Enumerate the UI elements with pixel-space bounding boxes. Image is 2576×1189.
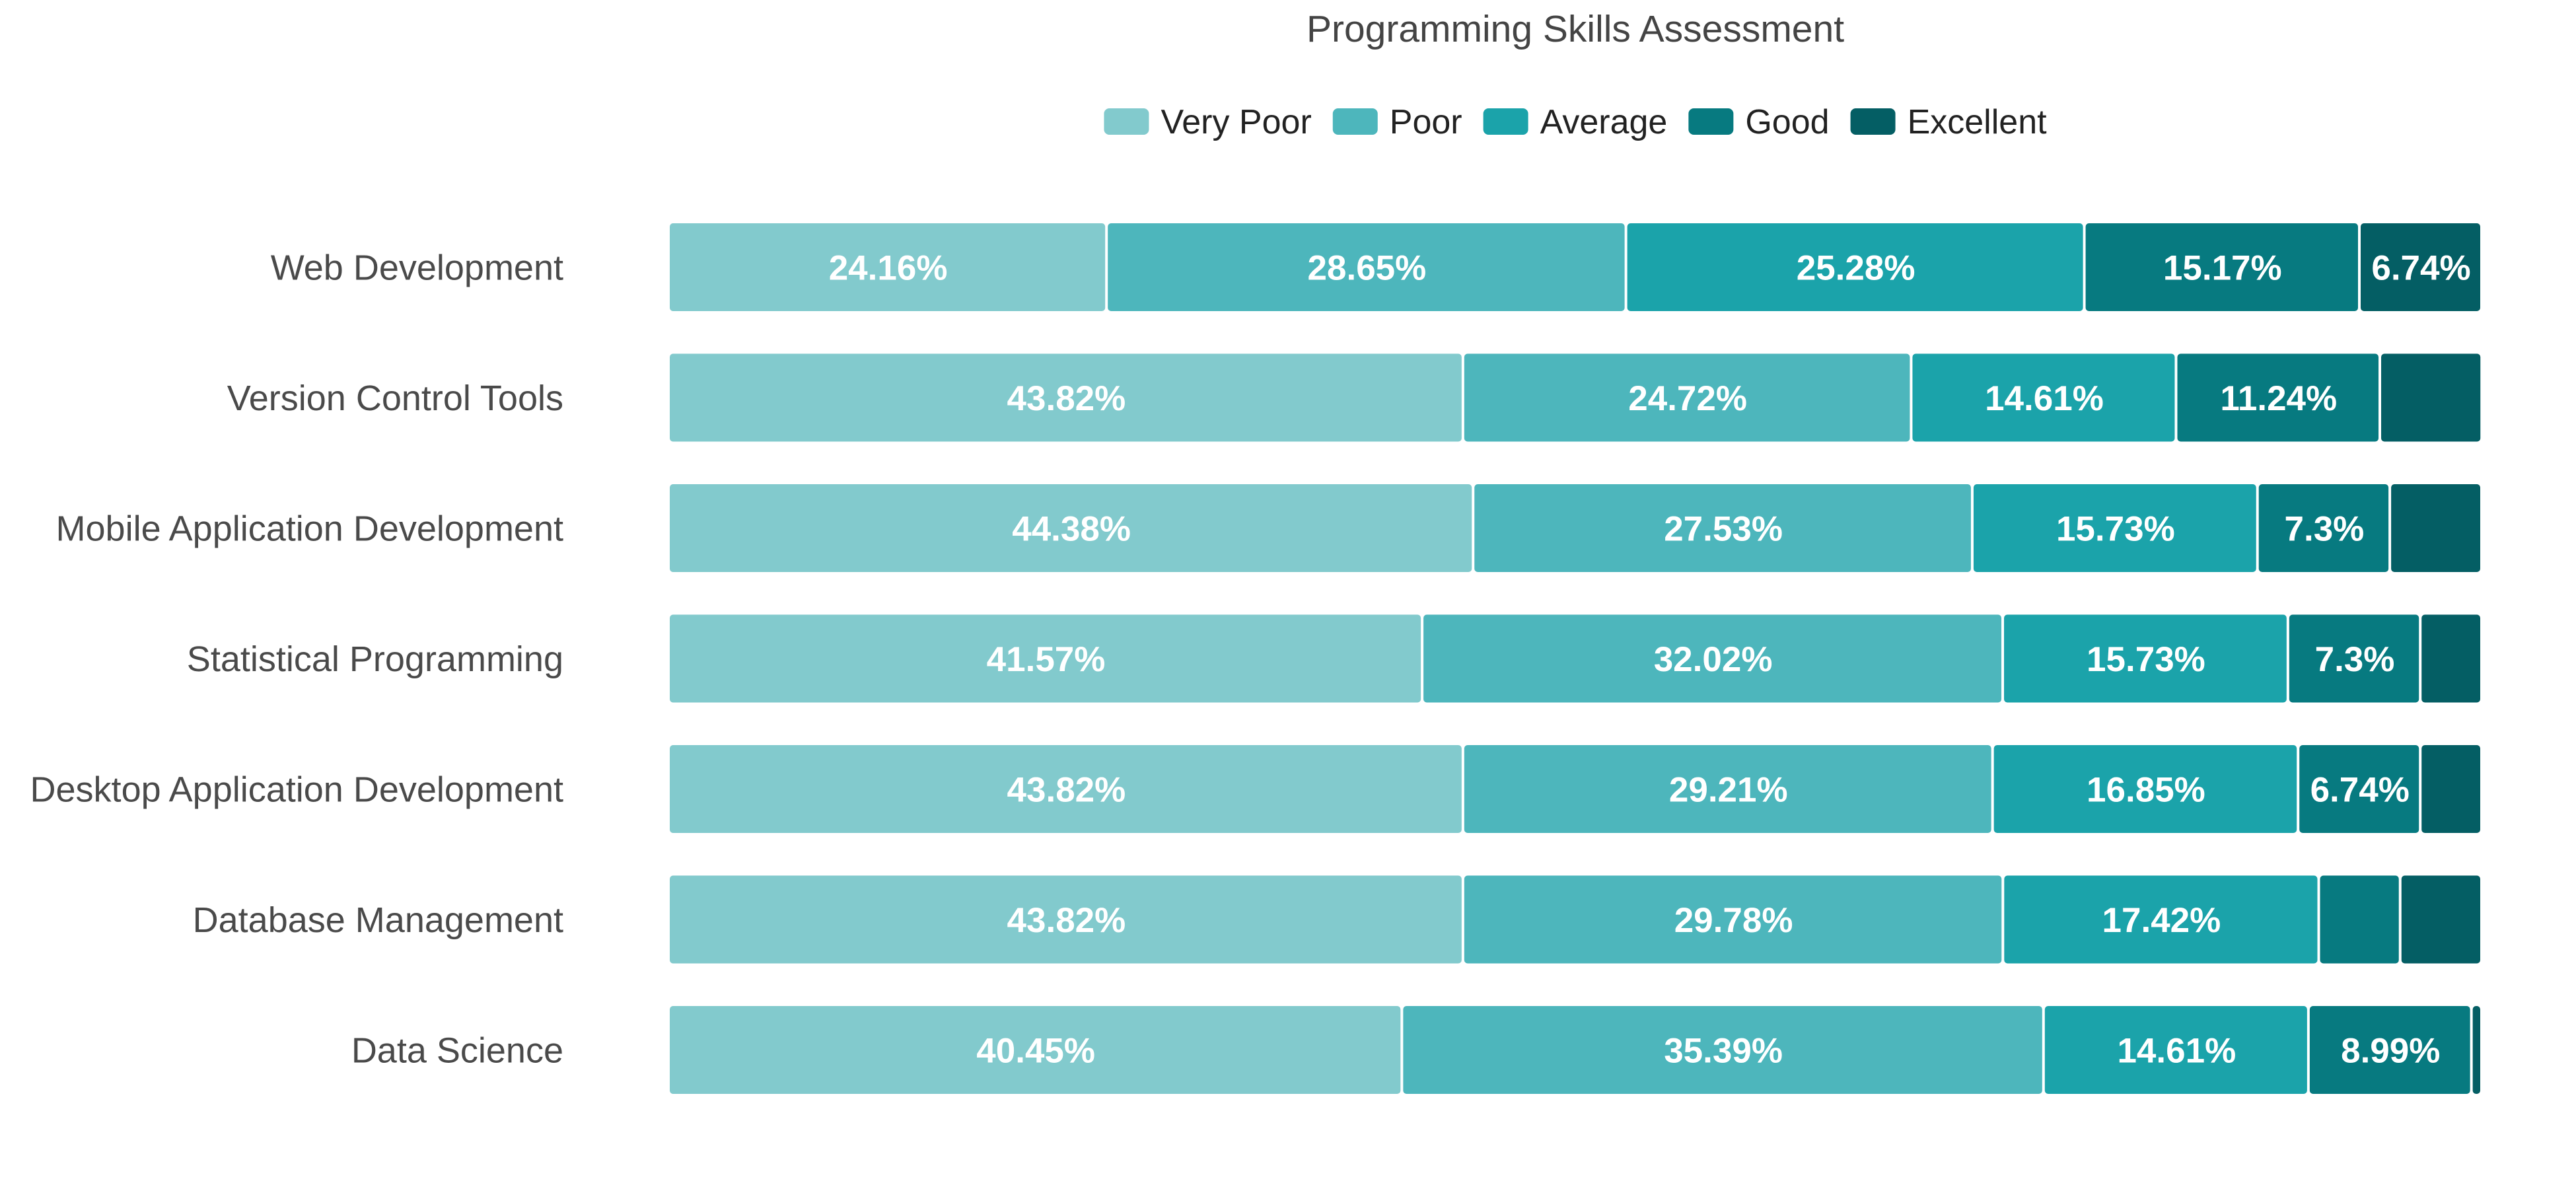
bar-web-development-average	[1627, 223, 2083, 311]
data-label-version-control-tools-good: 11.24%	[2220, 379, 2337, 418]
bar-version-control-tools-average	[1912, 353, 2175, 442]
bar-database-management-good	[2320, 875, 2399, 964]
data-label-desktop-application-development-good: 6.74%	[2310, 771, 2410, 810]
data-label-mobile-application-development-average: 15.73%	[2056, 510, 2175, 549]
category-label-desktop-application-development: Desktop Application Development	[30, 770, 563, 810]
bar-data-science-very-poor	[670, 1006, 1401, 1094]
bar-row-web-development: 24.16% 28.65% 25.28% 15.17% 6.74%	[670, 223, 2480, 311]
bar-mobile-application-development-excellent	[2391, 484, 2480, 572]
bar-statistical-programming-very-poor	[670, 614, 1421, 703]
data-label-statistical-programming-very-poor: 41.57%	[987, 640, 1106, 679]
data-label-web-development-excellent: 6.74%	[2371, 249, 2470, 288]
bar-data-science-poor	[1403, 1006, 2042, 1094]
data-label-data-science-poor: 35.39%	[1664, 1032, 1783, 1071]
data-label-version-control-tools-poor: 24.72%	[1628, 379, 1747, 418]
bar-desktop-application-development-good	[2299, 745, 2419, 833]
legend-swatch-very-poor	[1104, 108, 1149, 135]
bar-web-development-good	[2085, 223, 2358, 311]
bar-web-development-poor	[1108, 223, 1625, 311]
legend-label-excellent: Excellent	[1908, 103, 2048, 141]
data-label-database-management-very-poor: 43.82%	[1007, 901, 1126, 940]
data-label-statistical-programming-good: 7.3%	[2315, 640, 2395, 679]
bar-statistical-programming-average	[2004, 614, 2287, 703]
category-label-mobile-application-development: Mobile Application Development	[56, 509, 563, 549]
legend-swatch-excellent	[1850, 108, 1896, 135]
legend-label-poor: Poor	[1390, 103, 1462, 141]
bar-desktop-application-development-average	[1993, 745, 2297, 833]
legend-label-average: Average	[1540, 103, 1668, 141]
bar-database-management-poor	[1464, 875, 2002, 964]
legend-label-very-poor: Very Poor	[1161, 103, 1311, 141]
bar-desktop-application-development-poor	[1464, 745, 1991, 833]
bar-row-mobile-application-development: 44.38% 27.53% 15.73% 7.3%	[670, 484, 2480, 572]
bar-mobile-application-development-poor	[1474, 484, 1971, 572]
bar-database-management-average	[2004, 875, 2318, 964]
bar-desktop-application-development-excellent	[2421, 745, 2480, 833]
data-label-data-science-good: 8.99%	[2341, 1032, 2440, 1071]
bar-mobile-application-development-good	[2258, 484, 2389, 572]
data-label-desktop-application-development-average: 16.85%	[2087, 771, 2205, 810]
data-label-database-management-poor: 29.78%	[1674, 901, 1793, 940]
chart-title: Programming Skills Assessment	[1306, 8, 1844, 50]
bar-row-version-control-tools: 43.82% 24.72% 14.61% 11.24%	[670, 353, 2481, 442]
bar-version-control-tools-very-poor	[670, 353, 1462, 442]
bar-database-management-excellent	[2401, 875, 2480, 964]
category-label-database-management: Database Management	[193, 900, 563, 940]
data-label-web-development-good: 15.17%	[2163, 249, 2282, 288]
bar-row-database-management: 43.82% 29.78% 17.42%	[670, 875, 2480, 964]
data-label-web-development-average: 25.28%	[1797, 249, 1915, 288]
bar-data-science-good	[2309, 1006, 2470, 1094]
legend-swatch-poor	[1332, 108, 1378, 135]
legend-item-average: Average	[1483, 103, 1668, 141]
category-label-web-development: Web Development	[271, 248, 563, 288]
data-label-web-development-poor: 28.65%	[1308, 249, 1427, 288]
bar-mobile-application-development-very-poor	[670, 484, 1472, 572]
data-label-mobile-application-development-poor: 27.53%	[1664, 510, 1783, 549]
bar-statistical-programming-excellent	[2421, 614, 2480, 703]
bar-row-desktop-application-development: 43.82% 29.21% 16.85% 6.74%	[670, 745, 2480, 833]
bar-version-control-tools-excellent	[2381, 353, 2481, 442]
data-label-mobile-application-development-good: 7.3%	[2285, 510, 2365, 549]
category-label-data-science: Data Science	[351, 1031, 563, 1071]
bar-web-development-excellent	[2360, 223, 2480, 311]
legend-swatch-average	[1483, 108, 1528, 135]
data-label-version-control-tools-average: 14.61%	[1985, 379, 2104, 418]
bar-data-science-average	[2044, 1006, 2307, 1094]
legend-item-excellent: Excellent	[1850, 103, 2048, 141]
bars: 24.16% 28.65% 25.28% 15.17% 6.74% 43.82% 24.72…	[670, 223, 2481, 1094]
bar-version-control-tools-good	[2177, 353, 2379, 442]
legend-label-good: Good	[1745, 103, 1829, 141]
category-labels: Web Development Version Control Tools Mobi…	[30, 248, 563, 1071]
legend-item-very-poor: Very Poor	[1104, 103, 1312, 141]
data-label-statistical-programming-average: 15.73%	[2087, 640, 2205, 679]
category-label-version-control-tools: Version Control Tools	[227, 378, 563, 418]
data-label-data-science-very-poor: 40.45%	[976, 1032, 1095, 1071]
bar-mobile-application-development-average	[1973, 484, 2256, 572]
bar-row-statistical-programming: 41.57% 32.02% 15.73% 7.3%	[670, 614, 2480, 703]
legend: Very Poor Poor Average Good Excellent	[1104, 103, 2047, 141]
data-label-desktop-application-development-very-poor: 43.82%	[1007, 771, 1126, 810]
bar-version-control-tools-poor	[1464, 353, 1910, 442]
data-label-database-management-average: 17.42%	[2102, 901, 2221, 940]
legend-item-poor: Poor	[1332, 103, 1462, 141]
legend-item-good: Good	[1688, 103, 1830, 141]
bar-web-development-very-poor	[670, 223, 1106, 311]
data-label-data-science-average: 14.61%	[2117, 1032, 2236, 1071]
bar-data-science-excellent	[2472, 1006, 2480, 1094]
legend-swatch-good	[1688, 108, 1734, 135]
data-label-mobile-application-development-very-poor: 44.38%	[1012, 510, 1131, 549]
data-label-version-control-tools-very-poor: 43.82%	[1007, 379, 1126, 418]
bar-statistical-programming-poor	[1423, 614, 2002, 703]
category-label-statistical-programming: Statistical Programming	[187, 639, 563, 679]
bar-database-management-very-poor	[670, 875, 1462, 964]
data-label-web-development-very-poor: 24.16%	[829, 249, 948, 288]
bar-statistical-programming-good	[2289, 614, 2419, 703]
bar-row-data-science: 40.45% 35.39% 14.61% 8.99%	[670, 1006, 2480, 1094]
data-label-desktop-application-development-poor: 29.21%	[1669, 771, 1788, 810]
data-label-statistical-programming-poor: 32.02%	[1654, 640, 1773, 679]
bar-desktop-application-development-very-poor	[670, 745, 1462, 833]
